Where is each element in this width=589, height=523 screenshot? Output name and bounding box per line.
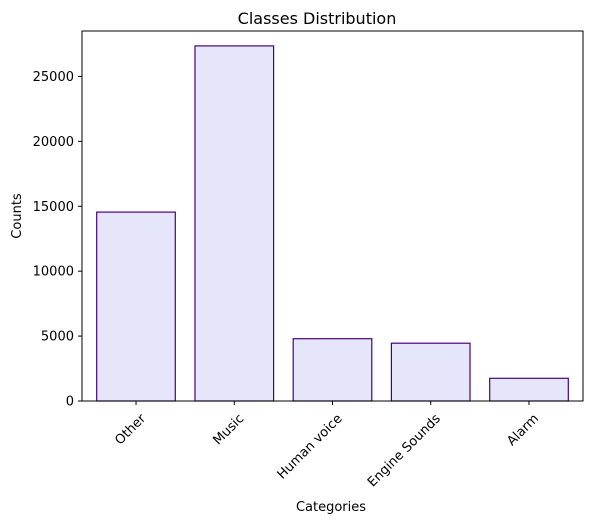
bar-music [194, 45, 275, 402]
bar-other [96, 211, 176, 402]
plot-frame [81, 30, 584, 402]
y-tick-label: 5000 [41, 330, 74, 345]
bar-human-voice [292, 338, 373, 402]
y-tick-label: 25000 [33, 70, 74, 85]
y-tick-label: 0 [66, 395, 74, 410]
bars-group [96, 45, 569, 402]
chart-title: Classes Distribution [238, 9, 397, 28]
bar-alarm [489, 377, 569, 402]
y-tick-label: 20000 [33, 135, 74, 150]
y-tick-label: 15000 [33, 200, 74, 215]
x-axis-label: Categories [296, 500, 366, 515]
y-tick-label: 10000 [33, 265, 74, 280]
bar-engine-sounds [390, 342, 471, 402]
y-axis-ticks: 0 5000 10000 15000 20000 25000 [33, 70, 82, 410]
y-axis-label: Counts [10, 193, 25, 239]
